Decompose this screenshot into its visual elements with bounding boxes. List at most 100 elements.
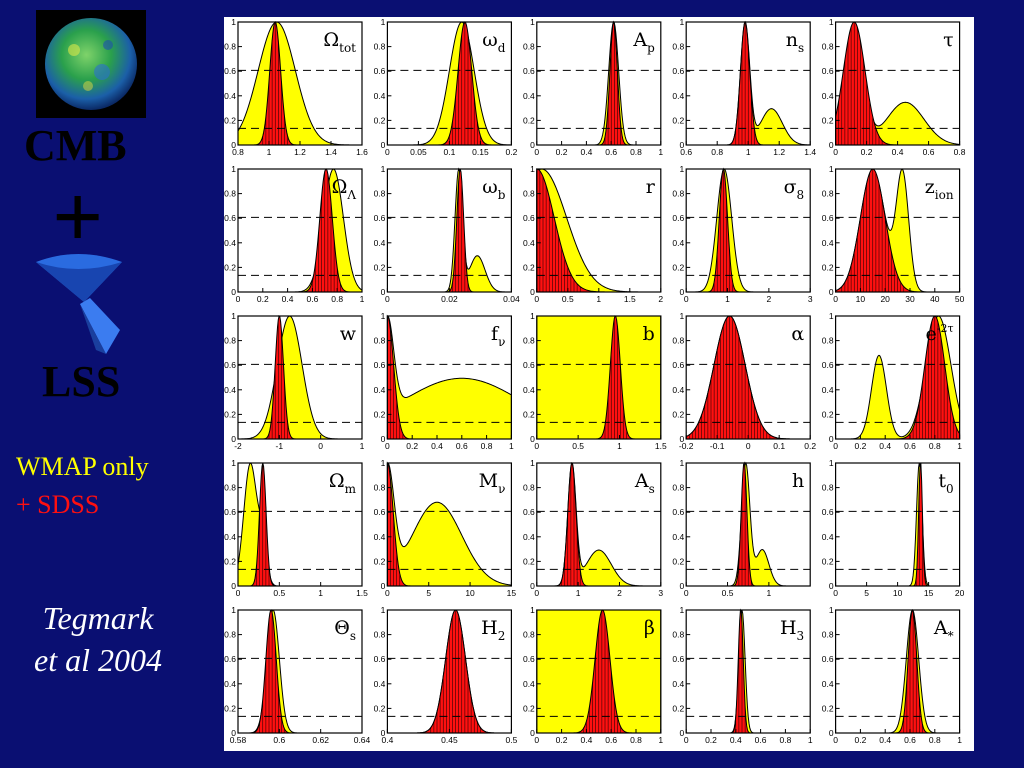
x-tick-label: 0.6 <box>755 735 767 745</box>
x-tick-label: 0 <box>534 735 539 745</box>
parameter-label: α <box>791 323 804 345</box>
x-tick-label: 0.2 <box>556 735 568 745</box>
parameter-label: β <box>644 617 655 639</box>
y-tick-label: 0.8 <box>374 42 386 52</box>
x-tick-label: 1.6 <box>356 147 368 157</box>
y-tick-label: 0.2 <box>374 115 386 125</box>
y-tick-label: 0.2 <box>224 115 236 125</box>
panel-18: 0 0.2 0.4 0.6 0.8 1 0 0.5 1 h <box>672 458 811 598</box>
x-tick-label: -0.2 <box>679 441 694 451</box>
y-tick-label: 0.8 <box>822 336 834 346</box>
y-tick-label: 0 <box>679 581 684 591</box>
y-tick-label: 0.2 <box>822 409 834 419</box>
panel-20: 0 0.2 0.4 0.6 0.8 1 0.58 0.6 0.62 0.64 Θs <box>224 605 370 745</box>
parameter-label: t0 <box>938 470 953 496</box>
x-tick-label: 0.2 <box>854 735 866 745</box>
y-tick-label: 0 <box>829 581 834 591</box>
y-tick-label: 0.4 <box>672 679 684 689</box>
panel-frame <box>834 168 961 293</box>
y-tick-label: 0.8 <box>822 42 834 52</box>
posterior-plots-svg: 0 0.2 0.4 0.6 0.8 1 0.8 1 1.2 1.4 1.6 Ωtot 0 0.2 0.4 0.… <box>224 17 966 745</box>
x-tick-label: 0 <box>534 294 539 304</box>
y-tick-label: 0 <box>829 434 834 444</box>
x-tick-label: 0.5 <box>572 441 584 451</box>
x-tick-label: 1 <box>360 294 365 304</box>
x-tick-label: 0.4 <box>282 294 294 304</box>
legend-plus-sdss: + SDSS <box>16 490 100 519</box>
y-tick-label: 0.6 <box>374 360 386 370</box>
x-tick-label: 1.2 <box>294 147 306 157</box>
y-tick-label: 0.2 <box>374 262 386 272</box>
parameter-label: A* <box>933 617 954 643</box>
y-tick-label: 0.8 <box>224 630 236 640</box>
y-tick-label: 1 <box>231 605 236 615</box>
y-tick-label: 1 <box>231 164 236 174</box>
y-tick-label: 0.4 <box>523 679 535 689</box>
x-tick-label: 0 <box>534 588 539 598</box>
panel-21: 0 0.2 0.4 0.6 0.8 1 0.4 0.45 0.5 H2 <box>374 605 518 745</box>
parameter-label: b <box>643 323 655 345</box>
panel-4: 0 0.2 0.4 0.6 0.8 1 0 0.2 0.4 0.6 0.8 τ <box>822 17 966 157</box>
y-tick-label: 0.8 <box>224 42 236 52</box>
panel-5: 0 0.2 0.4 0.6 0.8 1 0 0.2 0.4 0.6 0.8 1 ΩΛ <box>224 164 364 304</box>
y-tick-label: 0.8 <box>224 189 236 199</box>
panel-frame <box>536 462 662 587</box>
parameter-label: zion <box>925 176 954 202</box>
x-tick-label: 1 <box>766 588 771 598</box>
y-tick-label: 0.8 <box>672 483 684 493</box>
panel-22: 0 0.2 0.4 0.6 0.8 1 0 0.2 0.4 0.6 0.8 1 β <box>523 605 663 745</box>
parameter-label: fν <box>491 323 505 349</box>
parameter-label: ΩΛ <box>332 176 357 202</box>
y-tick-label: 0 <box>829 140 834 150</box>
x-tick-label: 0.8 <box>481 441 493 451</box>
x-tick-label: 0.2 <box>257 294 269 304</box>
y-tick-label: 0.4 <box>672 91 684 101</box>
y-tick-label: 1 <box>231 17 236 27</box>
y-tick-label: 0.6 <box>224 66 236 76</box>
y-tick-label: 0 <box>381 581 386 591</box>
panel-12: 0 0.2 0.4 0.6 0.8 1 0 0.5 1 1.5 b <box>523 311 667 451</box>
y-tick-label: 0.6 <box>374 66 386 76</box>
y-tick-label: 0.8 <box>374 189 386 199</box>
y-tick-label: 0.4 <box>523 238 535 248</box>
parameter-label: H2 <box>481 617 505 643</box>
x-tick-label: 0 <box>833 147 838 157</box>
panel-frame <box>386 462 512 587</box>
y-tick-label: 0.2 <box>672 262 684 272</box>
x-tick-label: 0.45 <box>441 735 458 745</box>
x-tick-label: 0.2 <box>854 441 866 451</box>
panel-0: 0 0.2 0.4 0.6 0.8 1 0.8 1 1.2 1.4 1.6 Ωtot <box>224 17 368 157</box>
y-tick-label: 0.6 <box>224 213 236 223</box>
y-tick-label: 0 <box>530 287 535 297</box>
x-tick-label: 40 <box>930 294 940 304</box>
y-tick-label: 0.2 <box>224 703 236 713</box>
x-tick-label: 0.6 <box>904 441 916 451</box>
y-tick-label: 0.6 <box>822 507 834 517</box>
y-tick-label: 0 <box>679 140 684 150</box>
y-tick-label: 0.6 <box>672 654 684 664</box>
y-tick-label: 0.4 <box>374 532 386 542</box>
y-tick-label: 0.8 <box>374 483 386 493</box>
y-tick-label: 0.8 <box>822 483 834 493</box>
x-tick-label: 0.6 <box>605 147 617 157</box>
y-tick-label: 0.4 <box>672 385 684 395</box>
panel-frame <box>685 609 811 734</box>
cmb-sky-map-image <box>36 10 146 118</box>
y-tick-label: 1 <box>829 605 834 615</box>
y-tick-label: 0 <box>381 287 386 297</box>
y-tick-label: 0.8 <box>374 336 386 346</box>
panel-frame <box>685 462 811 587</box>
y-tick-label: 0.4 <box>224 385 236 395</box>
panel-frame <box>685 168 811 293</box>
x-tick-label: 0.04 <box>503 294 520 304</box>
y-tick-label: 0.8 <box>523 42 535 52</box>
y-tick-label: 1 <box>679 17 684 27</box>
y-tick-label: 0.2 <box>672 115 684 125</box>
x-tick-label: 0 <box>833 735 838 745</box>
x-tick-label: 3 <box>658 588 663 598</box>
parameter-label: τ <box>943 29 954 51</box>
y-tick-label: 0 <box>231 434 236 444</box>
parameter-label: As <box>634 470 655 496</box>
x-tick-label: 0.4 <box>381 735 393 745</box>
